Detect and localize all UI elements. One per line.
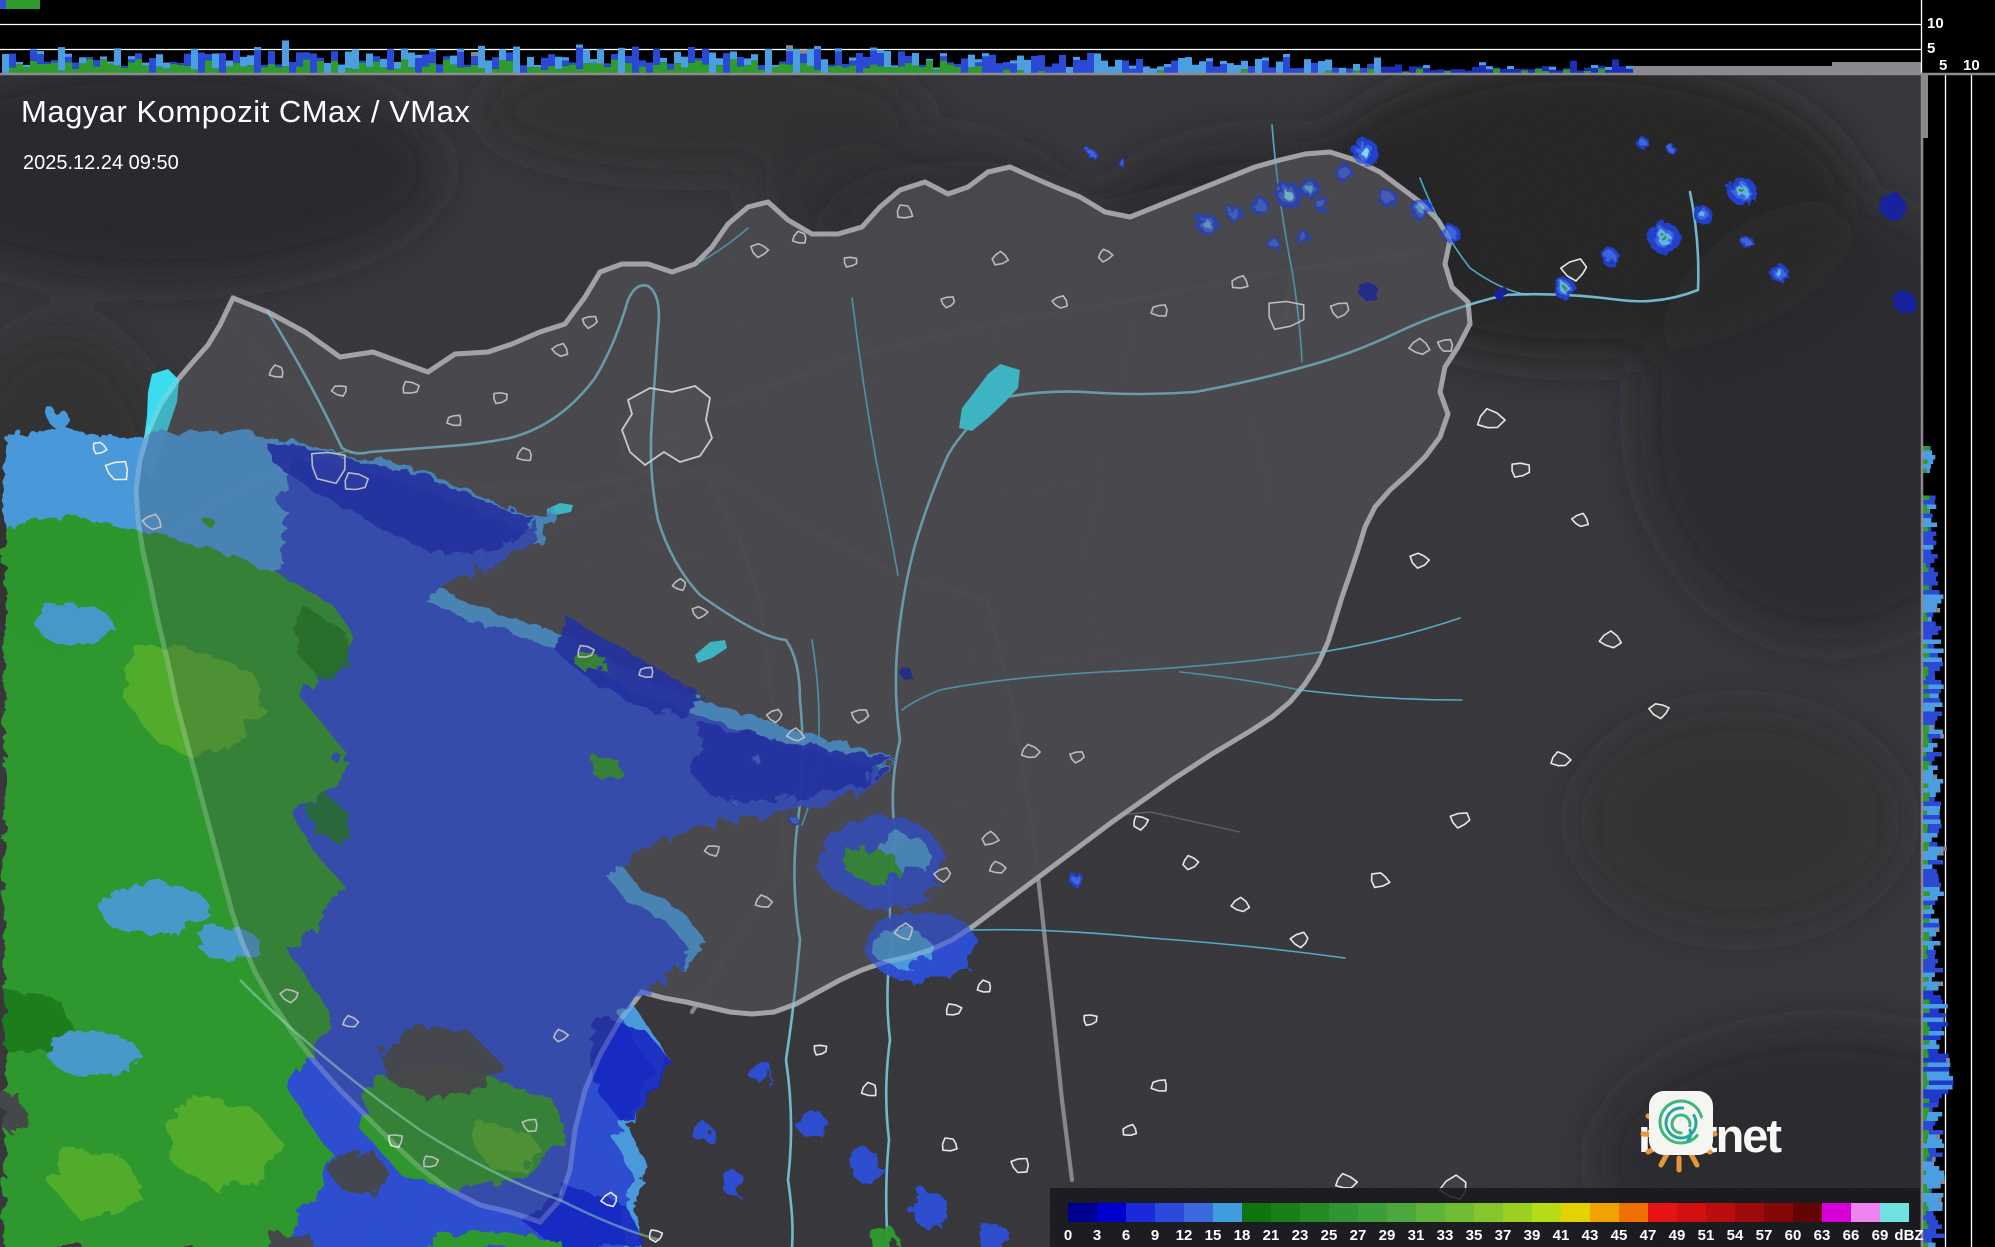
dbz-tick-label: 37	[1494, 1227, 1512, 1244]
right-axis-tick-5: 5	[1939, 57, 1948, 74]
dbz-cell	[1619, 1203, 1648, 1222]
dbz-cell	[1329, 1203, 1358, 1222]
dbz-legend: 0 3 6 9 12 15 18 21 23 25 27 29 31 33 35 37 39 41 43 45 47 49…	[1050, 1188, 1924, 1247]
dbz-cell	[1358, 1203, 1387, 1222]
dbz-cell	[1213, 1203, 1242, 1222]
dbz-cell	[1474, 1203, 1503, 1222]
top-profile-panel	[0, 0, 1921, 73]
dbz-tick-label: 45	[1610, 1227, 1628, 1244]
top-nodata-bar	[1633, 66, 1921, 73]
dbz-cell	[1793, 1203, 1822, 1222]
dbz-tick-label: 9	[1150, 1227, 1160, 1244]
dbz-cell	[1300, 1203, 1329, 1222]
dbz-tick-label: 69	[1871, 1227, 1889, 1244]
dbz-tick-label: 33	[1436, 1227, 1454, 1244]
dbz-cell	[1561, 1203, 1590, 1222]
top-axis-tick-5: 5	[1927, 40, 1936, 57]
dbz-tick-label: 57	[1755, 1227, 1773, 1244]
metnet-app-icon	[1649, 1091, 1713, 1155]
dbz-tick-label: 66	[1842, 1227, 1860, 1244]
right-profile-bars	[1923, 446, 1954, 1247]
dbz-tick-label: 15	[1204, 1227, 1222, 1244]
dbz-tick-label: 25	[1320, 1227, 1338, 1244]
dbz-cell	[1068, 1203, 1097, 1222]
top-corner-echo	[6, 0, 40, 9]
right-nodata-bar	[1922, 73, 1928, 138]
dbz-cell	[1677, 1203, 1706, 1222]
dbz-tick-label: 27	[1349, 1227, 1367, 1244]
dbz-unit-label: dBZ	[1894, 1227, 1924, 1244]
dbz-tick-label: 49	[1668, 1227, 1686, 1244]
dbz-tick-label: 60	[1784, 1227, 1802, 1244]
dbz-tick-label: 21	[1262, 1227, 1280, 1244]
dbz-tick-label: 54	[1726, 1227, 1744, 1244]
page-title: Magyar Kompozit CMax / VMax	[21, 94, 471, 129]
dbz-tick-label: 39	[1523, 1227, 1541, 1244]
dbz-cell	[1590, 1203, 1619, 1222]
top-profile-bars	[2, 40, 1633, 73]
dbz-cell	[1271, 1203, 1300, 1222]
dbz-tick-label: 41	[1552, 1227, 1570, 1244]
dbz-tick-label: 3	[1092, 1227, 1102, 1244]
dbz-cell	[1706, 1203, 1735, 1222]
dbz-cell	[1242, 1203, 1271, 1222]
top-axis-tick-10: 10	[1927, 15, 1944, 32]
timestamp: 2025.12.24 09:50	[23, 152, 179, 174]
dbz-cell	[1097, 1203, 1126, 1222]
dbz-cell	[1184, 1203, 1213, 1222]
dbz-tick-label: 29	[1378, 1227, 1396, 1244]
top-nodata-bar2	[1832, 62, 1921, 73]
dbz-cell	[1532, 1203, 1561, 1222]
dbz-cell	[1387, 1203, 1416, 1222]
dbz-cell	[1503, 1203, 1532, 1222]
dbz-cell	[1126, 1203, 1155, 1222]
dbz-tick-label: 23	[1291, 1227, 1309, 1244]
dbz-cell	[1648, 1203, 1677, 1222]
dbz-cell	[1416, 1203, 1445, 1222]
right-profile-panel	[1920, 0, 1995, 1247]
dbz-tick-label: 43	[1581, 1227, 1599, 1244]
dbz-tick-label: 31	[1407, 1227, 1425, 1244]
dbz-cell	[1735, 1203, 1764, 1222]
dbz-tick-label: 51	[1697, 1227, 1715, 1244]
dbz-tick-label: 12	[1175, 1227, 1193, 1244]
drava-river-overlay	[239, 979, 661, 1242]
dbz-cell	[1445, 1203, 1474, 1222]
dbz-cell	[1822, 1203, 1851, 1222]
dbz-cell	[1880, 1203, 1909, 1222]
metnet-logo: metnet	[1636, 1090, 1921, 1176]
dbz-tick-label: 0	[1063, 1227, 1073, 1244]
dbz-tick-label: 35	[1465, 1227, 1483, 1244]
dbz-tick-label: 18	[1233, 1227, 1251, 1244]
dbz-cell	[1764, 1203, 1793, 1222]
right-axis-tick-10: 10	[1963, 57, 1980, 74]
dbz-cell	[1155, 1203, 1184, 1222]
dbz-tick-label: 63	[1813, 1227, 1831, 1244]
dbz-tick-label: 47	[1639, 1227, 1657, 1244]
map-area	[0, 73, 1921, 1247]
dbz-tick-label: 6	[1121, 1227, 1131, 1244]
dbz-cell	[1851, 1203, 1880, 1222]
top-corner-echo2	[0, 0, 6, 9]
dbz-colorbar	[1068, 1203, 1909, 1222]
